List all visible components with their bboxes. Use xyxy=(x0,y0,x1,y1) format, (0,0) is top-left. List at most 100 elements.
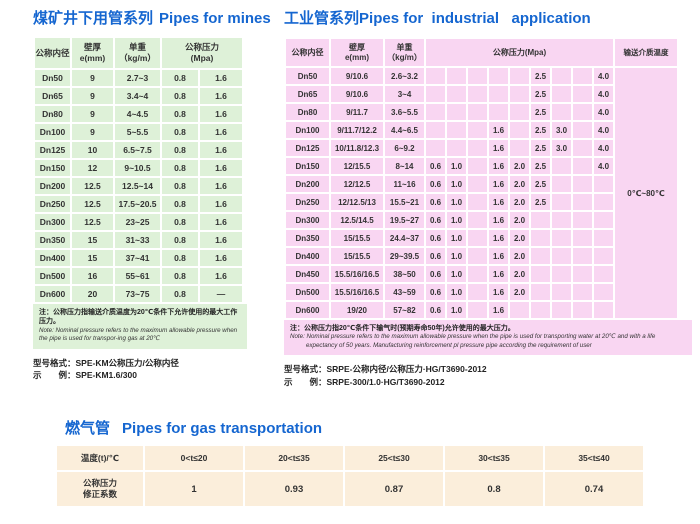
industrial-table-header: 公称内径 壁厚 e(mm) 单重 （kg/m） 公称压力(Mpa) 输送介质温度 xyxy=(286,39,677,66)
cell-pressure-7 xyxy=(573,212,592,228)
cell-pressure-1: 1.0 xyxy=(447,212,466,228)
cell-pressure-0: 0.6 xyxy=(426,176,445,192)
cell-pressure-4: 2.0 xyxy=(510,266,529,282)
cell-weight: 3.4~4 xyxy=(115,88,160,104)
cell-pressure-a: 0.8 xyxy=(162,250,198,266)
cell-pressure-1: 1.0 xyxy=(447,230,466,246)
table-row: Dn200 12/12.5 11~16 0.6 1.0 1.6 2.0 2.5 xyxy=(286,176,677,192)
table-row: Dn250 12/12.5/13 15.5~21 0.6 1.0 1.6 2.0… xyxy=(286,194,677,210)
cell-thickness: 12/12.5/13 xyxy=(331,194,383,210)
cell-pressure-1 xyxy=(447,140,466,156)
cell-pressure-3 xyxy=(489,86,508,102)
cell-diameter: Dn125 xyxy=(286,140,329,156)
table-row: Dn65 9 3.4~4 0.8 1.6 xyxy=(35,88,242,104)
cell-thickness: 19/20 xyxy=(331,302,383,318)
industrial-model-format: 型号格式：SRPE-公称内径/公称压力·HG/T3690-2012 示 例：SRP… xyxy=(284,363,692,389)
cell-diameter: Dn200 xyxy=(35,178,70,194)
industrial-note-zh: 注：公称压力指20℃条件下输气时(预期寿命50年)允许使用的最大压力。 xyxy=(290,325,515,332)
table-row: Dn250 12.5 17.5~20.5 0.8 1.6 xyxy=(35,196,242,212)
cell-pressure-0: 0.6 xyxy=(426,212,445,228)
cell-pressure-3: 1.6 xyxy=(489,194,508,210)
cell-pressure-8: 4.0 xyxy=(594,104,613,120)
cell-pressure-4: 2.0 xyxy=(510,176,529,192)
table-row: Dn500 15.5/16/16.5 43~59 0.6 1.0 1.6 2.0 xyxy=(286,284,677,300)
cell-pressure-5: 2.5 xyxy=(531,158,550,174)
cell-diameter: Dn500 xyxy=(286,284,329,300)
cell-pressure-2 xyxy=(468,284,487,300)
industrial-title-zh: 工业管系列 xyxy=(284,10,360,27)
mines-section: 煤矿井下用管系列 Pipes for mines 公称内径 壁厚 e(mm) 单重… xyxy=(33,10,271,383)
cell-pressure-0: 0.6 xyxy=(426,230,445,246)
industrial-title-en: Pipes for industrial application xyxy=(359,10,591,27)
header-temperature-label: 温度(t)/℃ xyxy=(57,446,143,470)
cell-pressure-b: 1.6 xyxy=(200,232,242,248)
mines-note-en-2: the pipe is used for transpor-ing gas at… xyxy=(39,335,161,343)
cell-medium-temperature: 0℃~80℃ xyxy=(615,68,677,318)
cell-pressure-6 xyxy=(552,158,571,174)
cell-pressure-6 xyxy=(552,212,571,228)
cell-thickness: 12.5 xyxy=(72,196,113,212)
cell-thickness: 12.5/14.5 xyxy=(331,212,383,228)
cell-pressure-b: 1.6 xyxy=(200,178,242,194)
cell-weight: 17.5~20.5 xyxy=(115,196,160,212)
cell-pressure-5 xyxy=(531,266,550,282)
table-row: Dn100 9 5~5.5 0.8 1.6 xyxy=(35,124,242,140)
cell-pressure-7 xyxy=(573,176,592,192)
cell-weight: 6.5~7.5 xyxy=(115,142,160,158)
cell-pressure-7 xyxy=(573,248,592,264)
header-nominal-pressure: 公称压力 (Mpa) xyxy=(162,38,242,68)
cell-weight: 57~82 xyxy=(385,302,424,318)
cell-diameter: Dn200 xyxy=(286,176,329,192)
cell-pressure-8 xyxy=(594,194,613,210)
cell-weight: 19.5~27 xyxy=(385,212,424,228)
header-nominal-pressure: 公称压力(Mpa) xyxy=(426,39,613,66)
cell-diameter: Dn500 xyxy=(35,268,70,284)
cell-pressure-7 xyxy=(573,302,592,318)
cell-pressure-6 xyxy=(552,266,571,282)
cell-pressure-6 xyxy=(552,230,571,246)
cell-diameter: Dn300 xyxy=(35,214,70,230)
cell-pressure-b: 1.6 xyxy=(200,160,242,176)
header-temp-range-1: 20<t≤35 xyxy=(245,446,343,470)
cell-pressure-6: 3.0 xyxy=(552,140,571,156)
cell-pressure-8 xyxy=(594,284,613,300)
cell-pressure-7 xyxy=(573,68,592,84)
cell-pressure-a: 0.8 xyxy=(162,124,198,140)
cell-pressure-1 xyxy=(447,104,466,120)
cell-pressure-2 xyxy=(468,176,487,192)
mines-title-zh: 煤矿井下用管系列 xyxy=(33,10,154,27)
cell-pressure-7 xyxy=(573,140,592,156)
cell-pressure-5: 2.5 xyxy=(531,194,550,210)
cell-thickness: 12 xyxy=(72,160,113,176)
cell-thickness: 9 xyxy=(72,106,113,122)
cell-pressure-b: 1.6 xyxy=(200,88,242,104)
table-row: Dn500 16 55~61 0.8 1.6 xyxy=(35,268,242,284)
cell-pressure-5 xyxy=(531,248,550,264)
cell-pressure-2 xyxy=(468,248,487,264)
cell-thickness: 10/11.8/12.3 xyxy=(331,140,383,156)
header-unit-weight: 单重 （kg/m） xyxy=(385,39,424,66)
header-temp-range-0: 0<t≤20 xyxy=(145,446,243,470)
cell-pressure-5 xyxy=(531,212,550,228)
cell-pressure-3 xyxy=(489,68,508,84)
cell-pressure-8: 4.0 xyxy=(594,122,613,138)
cell-diameter: Dn250 xyxy=(286,194,329,210)
cell-pressure-5 xyxy=(531,284,550,300)
cell-factor-3: 0.8 xyxy=(445,472,543,506)
cell-weight: 12.5~14 xyxy=(115,178,160,194)
cell-diameter: Dn600 xyxy=(35,286,70,302)
cell-weight: 9~10.5 xyxy=(115,160,160,176)
cell-pressure-1: 1.0 xyxy=(447,284,466,300)
header-unit-weight: 单重 （kg/m） xyxy=(115,38,160,68)
cell-pressure-7 xyxy=(573,86,592,102)
cell-pressure-5: 2.5 xyxy=(531,140,550,156)
header-nominal-diameter: 公称内径 xyxy=(35,38,70,68)
cell-diameter: Dn450 xyxy=(286,266,329,282)
cell-pressure-5: 2.5 xyxy=(531,176,550,192)
cell-thickness: 12.5 xyxy=(72,178,113,194)
cell-thickness: 12/12.5 xyxy=(331,176,383,192)
cell-pressure-3: 1.6 xyxy=(489,158,508,174)
cell-pressure-4 xyxy=(510,68,529,84)
mines-model-format: 型号格式：SPE-KM公称压力/公称内径示 例：SPE-KM1.6/300 xyxy=(33,357,247,383)
